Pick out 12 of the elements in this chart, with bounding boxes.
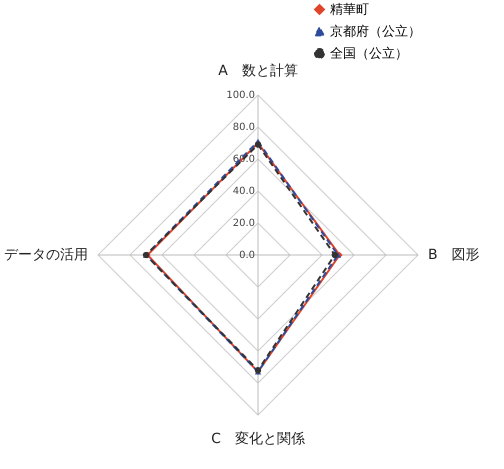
spoke-label: C 変化と関係	[211, 431, 305, 447]
spoke-label: データの活用	[4, 247, 88, 263]
spoke-label: A 数と計算	[218, 63, 298, 79]
y-tick-label: 80.0	[232, 122, 255, 133]
y-tick-label: 40.0	[232, 186, 255, 197]
legend-label: 京都府（公立）	[330, 24, 421, 40]
y-tick-label: 0.0	[239, 250, 255, 261]
spoke-label: B 図形	[428, 247, 480, 263]
y-tick-label: 100.0	[226, 90, 255, 101]
legend-label: 精華町	[330, 2, 369, 18]
y-tick-label: 20.0	[232, 218, 255, 229]
legend-label: 全国（公立）	[330, 46, 408, 62]
